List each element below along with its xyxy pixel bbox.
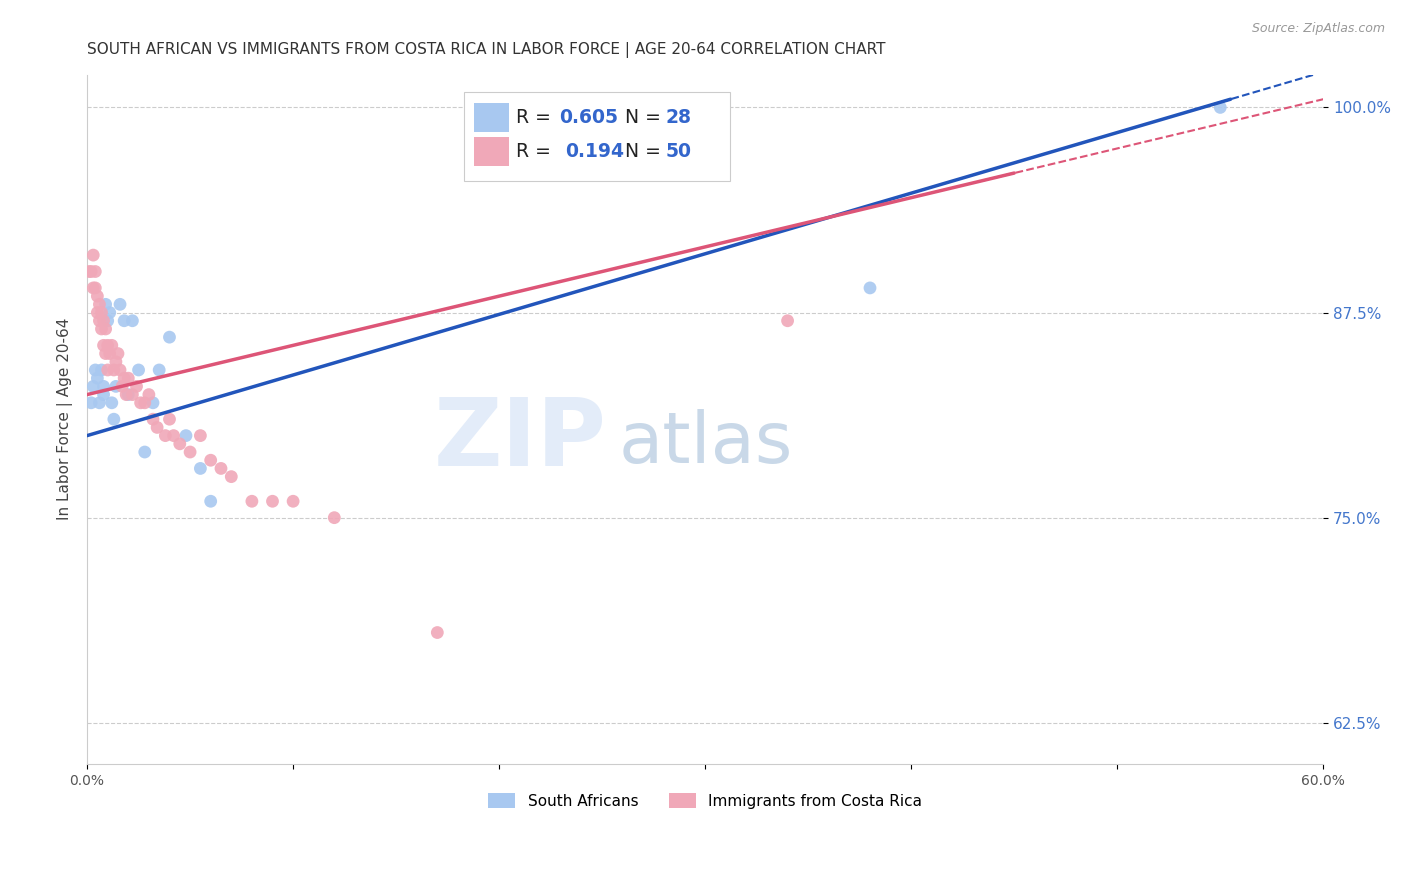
Point — [128, 363, 150, 377]
Point — [200, 453, 222, 467]
Point — [281, 494, 304, 508]
Point — [101, 338, 124, 352]
Point — [155, 428, 177, 442]
Text: 0.605: 0.605 — [560, 108, 619, 127]
Point — [134, 396, 156, 410]
Text: N =: N = — [624, 108, 666, 127]
Point — [89, 396, 111, 410]
Point — [162, 428, 184, 442]
Text: R =: R = — [516, 108, 557, 127]
Text: Source: ZipAtlas.com: Source: ZipAtlas.com — [1251, 22, 1385, 36]
Point — [90, 322, 112, 336]
Point — [94, 297, 117, 311]
Point — [89, 314, 111, 328]
Text: SOUTH AFRICAN VS IMMIGRANTS FROM COSTA RICA IN LABOR FORCE | AGE 20-64 CORRELATI: SOUTH AFRICAN VS IMMIGRANTS FROM COSTA R… — [87, 42, 886, 58]
Point — [82, 379, 104, 393]
Point — [111, 379, 134, 393]
Point — [1209, 100, 1232, 114]
Point — [129, 396, 152, 410]
Point — [82, 281, 104, 295]
Point — [82, 248, 104, 262]
Point — [159, 330, 181, 344]
Text: 50: 50 — [665, 143, 692, 161]
Point — [93, 338, 115, 352]
Point — [262, 494, 284, 508]
Point — [98, 305, 121, 319]
Point — [97, 363, 120, 377]
Point — [84, 281, 107, 295]
Text: 0.194: 0.194 — [565, 143, 624, 161]
Point — [138, 387, 160, 401]
Point — [90, 363, 112, 377]
Point — [86, 371, 108, 385]
Point — [84, 363, 107, 377]
FancyBboxPatch shape — [474, 103, 509, 132]
Point — [86, 305, 108, 319]
Point — [97, 314, 120, 328]
Point — [142, 396, 165, 410]
Point — [112, 314, 135, 328]
Point — [240, 494, 263, 508]
Point — [108, 297, 131, 311]
Point — [80, 264, 103, 278]
Point — [112, 371, 135, 385]
Point — [80, 396, 103, 410]
Point — [117, 371, 139, 385]
Point — [115, 387, 138, 401]
Text: 28: 28 — [665, 108, 692, 127]
Point — [86, 289, 108, 303]
Y-axis label: In Labor Force | Age 20-64: In Labor Force | Age 20-64 — [58, 318, 73, 520]
Point — [93, 379, 115, 393]
Point — [93, 314, 115, 328]
Point — [117, 387, 139, 401]
Point — [89, 297, 111, 311]
Point — [146, 420, 169, 434]
Point — [94, 322, 117, 336]
Legend: South Africans, Immigrants from Costa Rica: South Africans, Immigrants from Costa Ri… — [482, 787, 928, 814]
Point — [174, 428, 197, 442]
Point — [104, 355, 127, 369]
Point — [776, 314, 799, 328]
Point — [97, 338, 120, 352]
Point — [142, 412, 165, 426]
Text: ZIP: ZIP — [433, 394, 606, 486]
Point — [103, 412, 125, 426]
Point — [94, 346, 117, 360]
FancyBboxPatch shape — [474, 137, 509, 166]
Text: N =: N = — [624, 143, 666, 161]
Point — [159, 412, 181, 426]
Point — [859, 281, 882, 295]
Point — [169, 437, 191, 451]
Point — [134, 445, 156, 459]
Point — [104, 379, 127, 393]
Point — [190, 461, 212, 475]
Point — [93, 387, 115, 401]
Point — [148, 363, 170, 377]
Point — [103, 363, 125, 377]
Point — [121, 387, 143, 401]
Point — [90, 305, 112, 319]
Point — [121, 314, 143, 328]
Point — [107, 346, 129, 360]
Point — [125, 379, 148, 393]
FancyBboxPatch shape — [464, 92, 730, 181]
Point — [323, 510, 346, 524]
Point — [426, 625, 449, 640]
Point — [101, 396, 124, 410]
Text: R =: R = — [516, 143, 562, 161]
Point — [108, 363, 131, 377]
Point — [98, 346, 121, 360]
Point — [190, 428, 212, 442]
Point — [221, 469, 243, 483]
Point — [84, 264, 107, 278]
Point — [77, 264, 100, 278]
Point — [209, 461, 232, 475]
Point — [200, 494, 222, 508]
Point — [179, 445, 201, 459]
Text: atlas: atlas — [619, 409, 793, 478]
